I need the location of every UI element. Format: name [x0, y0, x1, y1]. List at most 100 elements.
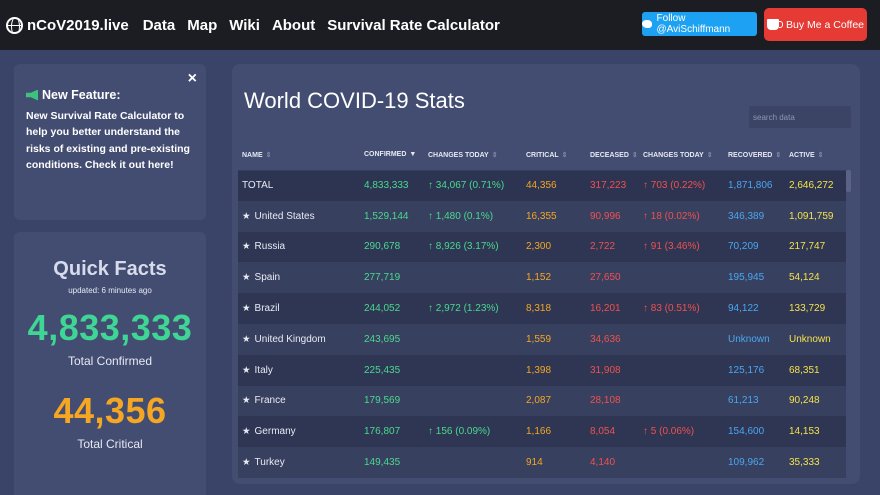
sort-arrows-icon: ⇕ — [706, 151, 713, 159]
search-input[interactable] — [749, 106, 851, 128]
cell-recovered: 195,945 — [724, 262, 785, 294]
feature-heading: New Feature: — [26, 88, 194, 102]
table-row[interactable]: ★ Brazil 244,052 ↑ 2,972 (1.23%) 8,318 16,201… — [238, 293, 846, 324]
table-row[interactable]: ★ Spain 277,719 1,152 27,650 195,945 54,124 — [238, 262, 846, 294]
header-active[interactable]: ACTIVE ⇕ — [785, 140, 846, 171]
cell-name: ★ United States — [238, 200, 360, 232]
country-name: United Kingdom — [254, 333, 326, 345]
cell-chg2: ↑ 5 (0.06%) — [639, 416, 724, 448]
nav-map[interactable]: Map — [187, 16, 218, 34]
favorite-star-icon[interactable]: ★ — [242, 303, 251, 315]
favorite-star-icon[interactable]: ★ — [242, 333, 251, 345]
cell-name: ★ United Kingdom — [238, 323, 360, 355]
sort-arrows-icon: ⇕ — [561, 151, 568, 159]
favorite-star-icon[interactable]: ★ — [242, 210, 251, 222]
cell-name: ★ Turkey — [238, 447, 360, 478]
favorite-star-icon[interactable]: ★ — [242, 272, 251, 284]
cell-critical: 44,356 — [522, 170, 586, 201]
cell-recovered: 1,871,806 — [724, 170, 785, 201]
cell-deceased: 4,140 — [586, 447, 639, 478]
favorite-star-icon[interactable]: ★ — [242, 457, 251, 469]
world-stats-card: World COVID-19 Stats NAME⇕ CONFIRMED▼ CH… — [232, 64, 860, 484]
favorite-star-icon[interactable]: ★ — [242, 395, 251, 407]
sort-arrows-icon: ⇕ — [491, 151, 498, 159]
cell-recovered: 346,389 — [724, 200, 785, 232]
cell-chg — [424, 385, 522, 417]
twitter-follow-button[interactable]: Follow @AviSchiffmann — [642, 12, 757, 36]
country-name: TOTAL — [242, 180, 274, 192]
cell-recovered: 61,213 — [724, 385, 785, 417]
cell-critical: 2,300 — [522, 231, 586, 263]
table-row[interactable]: ★ France 179,569 2,087 28,108 61,213 90,248 — [238, 385, 846, 417]
cell-name: ★ Spain — [238, 262, 360, 294]
nav-survival-rate-calculator[interactable]: Survival Rate Calculator — [327, 16, 500, 34]
nav-wiki[interactable]: Wiki — [229, 16, 260, 34]
cell-active: 133,729 — [785, 293, 846, 324]
brand-name: nCoV2019.live — [27, 16, 129, 34]
megaphone-icon — [26, 89, 38, 101]
cell-recovered: 125,176 — [724, 354, 785, 386]
cell-recovered: 109,962 — [724, 447, 785, 478]
header-changes-today-deceased[interactable]: CHANGES TODAY ⇕ — [639, 140, 724, 171]
cell-chg: ↑ 2,972 (1.23%) — [424, 293, 522, 324]
nav-about[interactable]: About — [271, 16, 316, 34]
table-scrollbar[interactable] — [846, 170, 851, 192]
country-name: United States — [254, 210, 315, 222]
table-row[interactable]: ★ Germany 176,807 ↑ 156 (0.09%) 1,166 8,054 ↑ … — [238, 416, 846, 448]
cell-confirmed: 290,678 — [360, 231, 424, 263]
sort-arrows-icon: ⇕ — [775, 151, 782, 159]
feature-title: New Feature: — [42, 88, 121, 102]
header-critical[interactable]: CRITICAL ⇕ — [522, 140, 586, 171]
table-row[interactable]: ★ Turkey 149,435 914 4,140 109,962 35,333 — [238, 447, 846, 478]
favorite-star-icon[interactable]: ★ — [242, 241, 251, 253]
cell-active: 217,747 — [785, 231, 846, 263]
cell-chg2: ↑ 18 (0.02%) — [639, 200, 724, 232]
favorite-star-icon[interactable]: ★ — [242, 426, 251, 438]
cell-active: 1,091,759 — [785, 200, 846, 232]
header-recovered[interactable]: RECOVERED ⇕ — [724, 140, 785, 171]
nav-data[interactable]: Data — [142, 16, 176, 34]
cell-confirmed: 277,719 — [360, 262, 424, 294]
quick-facts-card: Quick Facts updated: 6 minutes ago 4,833… — [14, 232, 206, 495]
country-name: Spain — [254, 272, 281, 284]
sort-arrows-icon: ⇕ — [631, 151, 638, 159]
header-deceased[interactable]: DECEASED ⇕ — [586, 140, 639, 171]
brand-link[interactable]: nCoV2019.live — [6, 16, 129, 34]
total-confirmed-label: Total Confirmed — [67, 354, 153, 368]
favorite-star-icon[interactable]: ★ — [242, 364, 251, 376]
country-name: Brazil — [254, 303, 280, 315]
feature-description-link[interactable]: New Survival Rate Calculator to help you… — [26, 110, 190, 171]
cell-chg2 — [639, 262, 724, 294]
cell-active: 2,646,272 — [785, 170, 846, 201]
country-name: France — [254, 395, 286, 407]
table-row[interactable]: ★ United Kingdom 243,695 1,559 34,636 Unknown… — [238, 323, 846, 355]
table-row[interactable]: ★ Russia 290,678 ↑ 8,926 (3.17%) 2,300 2,722 ↑… — [238, 231, 846, 263]
buy-me-a-coffee-button[interactable]: Buy Me a Coffee — [764, 8, 867, 41]
new-feature-card: × New Feature: New Survival Rate Calcula… — [14, 64, 206, 220]
close-icon[interactable]: × — [187, 70, 197, 87]
quick-facts-title: Quick Facts — [53, 258, 167, 280]
total-critical-label: Total Critical — [77, 437, 143, 451]
header-changes-today[interactable]: CHANGES TODAY ⇕ — [424, 140, 522, 171]
cell-active: 35,333 — [785, 447, 846, 478]
cell-deceased: 34,636 — [586, 323, 639, 355]
cell-name: ★ Italy — [238, 354, 360, 386]
cell-name: ★ France — [238, 385, 360, 417]
cell-chg — [424, 447, 522, 478]
table-row[interactable]: ★ Italy 225,435 1,398 31,908 125,176 68,351 — [238, 354, 846, 386]
cell-chg — [424, 354, 522, 386]
cell-confirmed: 244,052 — [360, 293, 424, 324]
cell-deceased: 31,908 — [586, 354, 639, 386]
stats-table: NAME ⇕ CONFIRMED ▼ CHANGES TODAY ⇕ CRITICAL… — [238, 140, 846, 478]
cell-chg2 — [639, 447, 724, 478]
header-confirmed[interactable]: CONFIRMED ▼ — [360, 140, 424, 171]
cell-deceased: 317,223 — [586, 170, 639, 201]
cell-confirmed: 179,569 — [360, 385, 424, 417]
cell-confirmed: 243,695 — [360, 323, 424, 355]
header-name[interactable]: NAME ⇕ — [238, 140, 360, 171]
table-row-total[interactable]: TOTAL 4,833,333 ↑ 34,067 (0.71%) 44,356 317,… — [238, 170, 846, 201]
table-row[interactable]: ★ United States 1,529,144 ↑ 1,480 (0.1%) 16,… — [238, 200, 846, 232]
cell-active: Unknown — [785, 323, 846, 355]
cell-deceased: 8,054 — [586, 416, 639, 448]
total-confirmed-value: 4,833,333 — [27, 307, 193, 348]
